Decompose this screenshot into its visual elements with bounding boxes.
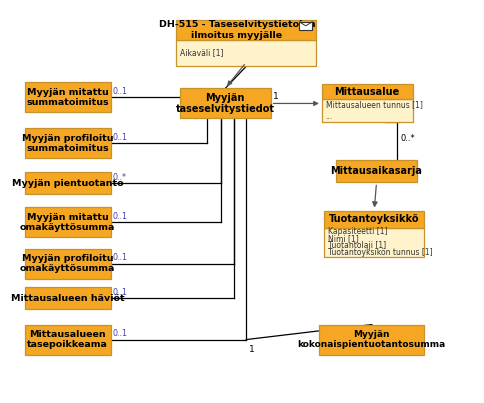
Text: 0..1: 0..1 — [112, 212, 127, 221]
FancyBboxPatch shape — [25, 172, 111, 195]
FancyBboxPatch shape — [176, 40, 316, 66]
Text: Kapasiteetti [1]: Kapasiteetti [1] — [327, 227, 387, 236]
Text: 0..1: 0..1 — [112, 253, 127, 262]
Text: 0..1: 0..1 — [112, 87, 127, 96]
Text: Nimi [1]: Nimi [1] — [327, 234, 358, 243]
FancyBboxPatch shape — [25, 287, 111, 310]
FancyBboxPatch shape — [180, 88, 270, 118]
Text: Aikaväli [1]: Aikaväli [1] — [180, 49, 223, 58]
Text: DH-515 - Taseselvitystietojen
ilmoitus myyjälle: DH-515 - Taseselvitystietojen ilmoitus m… — [158, 21, 315, 40]
FancyBboxPatch shape — [319, 324, 424, 355]
Text: Tuotantolaji [1]: Tuotantolaji [1] — [327, 241, 385, 250]
FancyBboxPatch shape — [25, 83, 111, 112]
FancyBboxPatch shape — [321, 99, 412, 123]
Text: Tuotantoyksikkö: Tuotantoyksikkö — [328, 214, 419, 224]
FancyBboxPatch shape — [25, 324, 111, 355]
Text: 1: 1 — [272, 92, 278, 102]
Text: Myyjän mitattu
summatoimitus: Myyjän mitattu summatoimitus — [27, 88, 109, 107]
Text: Myyjän profiloitu
omakäyttösumma: Myyjän profiloitu omakäyttösumma — [20, 254, 115, 273]
FancyBboxPatch shape — [176, 21, 316, 40]
Text: Tuotantoyksikön tunnus [1]: Tuotantoyksikön tunnus [1] — [327, 249, 432, 258]
Text: 0..1: 0..1 — [112, 329, 127, 339]
Text: 1: 1 — [248, 345, 254, 353]
Text: ...: ... — [325, 112, 332, 121]
Text: Myyjän
kokonaispientuotantosumma: Myyjän kokonaispientuotantosumma — [297, 330, 445, 349]
FancyBboxPatch shape — [321, 85, 412, 99]
Text: Mittausaikasarja: Mittausaikasarja — [330, 166, 422, 177]
FancyBboxPatch shape — [323, 210, 424, 228]
FancyBboxPatch shape — [335, 160, 416, 183]
Text: Mittausalue: Mittausalue — [334, 87, 399, 97]
Text: 0..*: 0..* — [400, 135, 414, 143]
Text: Mittausalueen häviöt: Mittausalueen häviöt — [11, 294, 124, 303]
FancyBboxPatch shape — [323, 228, 424, 257]
Text: Mittausalueen tunnus [1]: Mittausalueen tunnus [1] — [325, 100, 422, 109]
FancyBboxPatch shape — [25, 249, 111, 278]
Text: 0..*: 0..* — [112, 173, 126, 182]
Text: 0..1: 0..1 — [112, 288, 127, 297]
Text: 0..1: 0..1 — [112, 133, 127, 142]
Text: Myyjän
taseselvitystiedot: Myyjän taseselvitystiedot — [175, 93, 274, 114]
Text: Myyjän mitattu
omakäyttösumma: Myyjän mitattu omakäyttösumma — [20, 213, 115, 232]
Text: Myyjän pientuotanto: Myyjän pientuotanto — [12, 179, 123, 188]
Text: Myyjän profiloitu
summatoimitus: Myyjän profiloitu summatoimitus — [22, 134, 113, 153]
Bar — [299, 22, 312, 30]
FancyBboxPatch shape — [25, 129, 111, 158]
Text: Mittausalueen
tasepoikkeama: Mittausalueen tasepoikkeama — [27, 330, 108, 349]
FancyBboxPatch shape — [25, 207, 111, 237]
